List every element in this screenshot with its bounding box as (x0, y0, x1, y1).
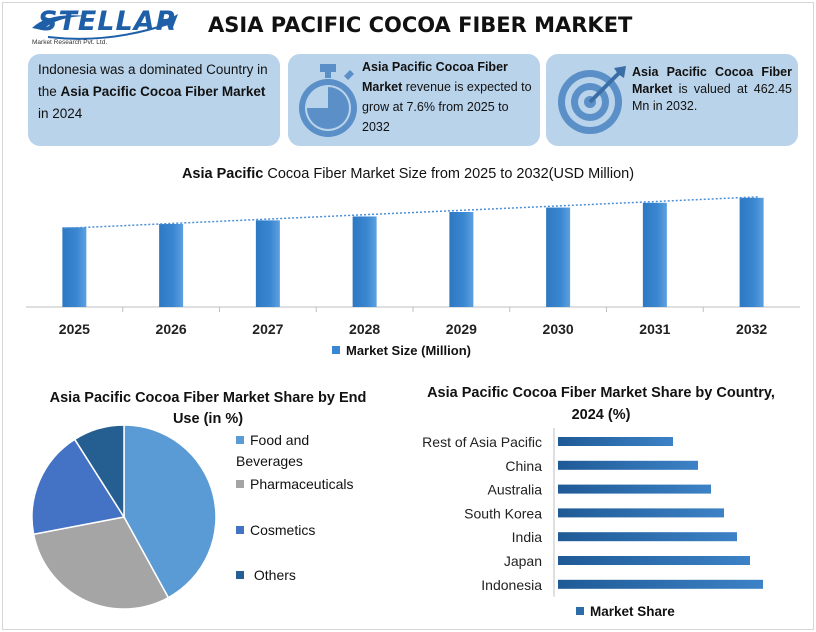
card-text-bold: Asia Pacific Cocoa Fiber Market (60, 84, 266, 99)
card-text-part: revenue is expected to grow at 7.6% from… (362, 80, 532, 134)
end-use-pie-chart (31, 424, 217, 610)
bar-china (558, 460, 698, 470)
legend-swatch (576, 607, 584, 615)
bar-2025 (62, 227, 87, 307)
legend-label: Food and Beverages (236, 432, 310, 469)
info-card-dominant-country: Indonesia was a dominated Country in the… (28, 54, 280, 146)
target-icon (558, 66, 626, 134)
bar-rest-of-asia-pacific (558, 437, 673, 446)
legend-item-others: Others (236, 565, 296, 586)
legend-swatch (236, 526, 244, 534)
logo-subtitle: Market Research Pvt. Ltd. (32, 39, 108, 46)
page-title: ASIA PACIFIC COCOA FIBER MARKET (208, 13, 633, 37)
bar-2031 (642, 202, 667, 307)
legend-item-pharma: Pharmaceuticals (236, 474, 354, 495)
legend-swatch (236, 571, 244, 579)
legend-item-food: Food and Beverages (236, 430, 346, 472)
legend-label: Pharmaceuticals (250, 476, 354, 492)
info-card-growth: Asia Pacific Cocoa Fiber Market revenue … (288, 54, 540, 146)
card-text: Asia Pacific Cocoa Fiber Market revenue … (362, 57, 534, 137)
card-text-part: Indonesia was a dominated Country in the (38, 62, 268, 99)
legend-item-cosmetics: Cosmetics (236, 520, 315, 541)
x-tick-label-2026: 2026 (156, 321, 187, 337)
info-card-valuation: Asia Pacific Cocoa Fiber Market is value… (546, 54, 798, 146)
x-tick-label-2030: 2030 (543, 321, 574, 337)
y-tick-label: China (505, 458, 542, 474)
bar-2026 (159, 223, 184, 307)
y-tick-label: Australia (488, 482, 543, 498)
x-tick-label-2032: 2032 (736, 321, 767, 337)
card-text-bold: Asia Pacific Cocoa Fiber Market (632, 65, 792, 96)
legend-swatch (332, 346, 340, 354)
x-tick-label-2029: 2029 (446, 321, 477, 337)
country-chart-title: Asia Pacific Cocoa Fiber Market Share by… (427, 385, 775, 423)
legend-label: Market Size (Million) (346, 343, 471, 358)
x-tick-label-2027: 2027 (252, 321, 283, 337)
legend-swatch (236, 480, 244, 488)
country-legend: Market Share (576, 604, 675, 619)
pie-slice-cosmetics (31, 438, 126, 536)
legend-swatch (236, 436, 244, 444)
bar-2032 (739, 197, 764, 307)
card-text: Indonesia was a dominated Country in the… (38, 59, 274, 125)
bar-2028 (352, 216, 377, 307)
x-tick-label-2028: 2028 (349, 321, 380, 337)
stopwatch-icon (299, 64, 357, 137)
bar-2029 (449, 212, 474, 307)
x-tick-label-2025: 2025 (59, 321, 90, 337)
y-tick-label: Rest of Asia Pacific (422, 434, 542, 450)
y-tick-label: Indonesia (481, 577, 542, 593)
y-tick-label: Japan (504, 553, 542, 569)
card-text-part: is valued at 462.45 Mn in 2032. (632, 82, 792, 113)
chart-title-bold: Asia Pacific (181, 166, 264, 182)
pie-slice-others (73, 424, 125, 520)
end-use-chart-title: Asia Pacific Cocoa Fiber Market Share by… (49, 390, 367, 427)
bar-india (558, 532, 737, 542)
y-tick-label: South Korea (464, 505, 542, 521)
bar-australia (558, 484, 711, 494)
chart-title-rest: Cocoa Fiber Market Size from 2025 to 203… (263, 166, 635, 182)
bar-2027 (255, 220, 280, 307)
market-size-chart-title: Asia Pacific Cocoa Fiber Market Size fro… (0, 166, 816, 182)
bar-south-korea (558, 508, 724, 518)
legend-label: Others (253, 567, 296, 583)
x-tick-label-2031: 2031 (639, 321, 670, 337)
legend-label: Cosmetics (250, 522, 316, 538)
bar-japan (558, 556, 750, 565)
pie-slice-food-and-beverages (123, 424, 217, 599)
card-text: Asia Pacific Cocoa Fiber Market is value… (632, 64, 792, 115)
legend-label: Market Share (590, 604, 675, 619)
pie-slice-pharmaceuticals (32, 516, 170, 610)
logo-swoosh-icon (32, 14, 178, 40)
logo-wordmark: STELLAR (38, 6, 178, 37)
country-bar-chart: Rest of Asia Pacific China Australia South … (422, 428, 763, 597)
card-text-bold: Asia Pacific Cocoa Fiber Market (362, 60, 508, 94)
card-text-part: in 2024 (38, 106, 83, 121)
bar-2030 (546, 207, 571, 307)
stellar-logo: STELLAR Market Research Pvt. Ltd. (28, 6, 188, 50)
market-size-legend: Market Size (Million) (332, 343, 471, 358)
y-tick-label: India (512, 529, 543, 545)
market-size-bar-chart: 2025 2026 2027 2028 2029 2030 2031 2032 (26, 196, 800, 337)
bar-indonesia (558, 579, 763, 589)
